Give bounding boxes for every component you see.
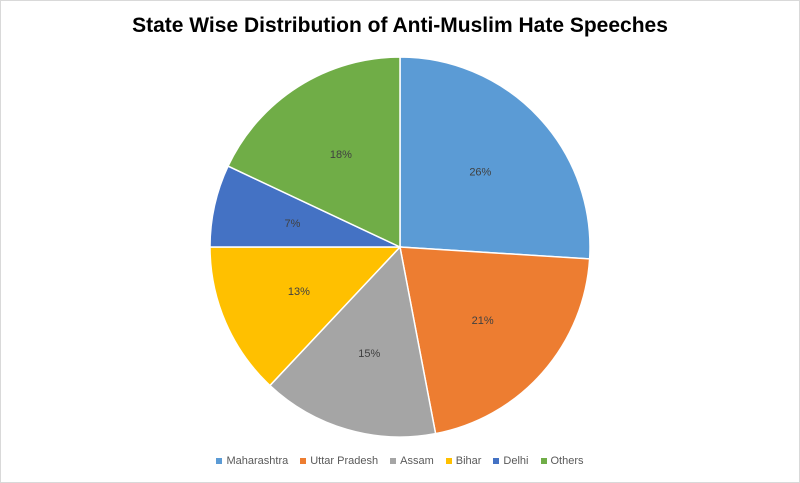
- legend-item: Others: [540, 455, 584, 467]
- data-label: 13%: [288, 286, 310, 298]
- legend-swatch: [540, 458, 547, 464]
- legend-label: Assam: [400, 455, 434, 467]
- legend-label: Maharashtra: [226, 455, 289, 467]
- data-label: 21%: [472, 315, 494, 327]
- data-label: 7%: [285, 218, 301, 230]
- legend-label: Delhi: [503, 455, 529, 467]
- legend-item: Delhi: [493, 455, 529, 467]
- legend: Maharashtra Uttar Pradesh Assam Bihar Delhi O…: [0, 455, 800, 467]
- legend-swatch: [216, 458, 223, 464]
- legend-item: Bihar: [445, 455, 482, 467]
- data-label: 26%: [469, 167, 491, 179]
- legend-label: Others: [550, 455, 584, 467]
- legend-item: Assam: [390, 455, 434, 467]
- pie-slice-others: [227, 56, 401, 249]
- legend-item: Uttar Pradesh: [300, 455, 378, 467]
- pie-slice-uttar-pradesh: [399, 246, 591, 435]
- legend-swatch: [445, 458, 452, 464]
- legend-label: Uttar Pradesh: [310, 455, 379, 467]
- pie-slice-maharashtra: [399, 56, 591, 260]
- legend-swatch: [493, 458, 500, 464]
- chart-title: State Wise Distribution of Anti-Muslim H…: [132, 14, 668, 37]
- legend-swatch: [300, 458, 307, 464]
- pie-slice-bihar: [209, 246, 402, 387]
- legend-label: Bihar: [455, 455, 482, 467]
- pie-slice-assam: [268, 245, 437, 438]
- legend-item: Maharashtra: [216, 455, 288, 467]
- data-label: 15%: [358, 348, 380, 360]
- legend-swatch: [390, 458, 397, 464]
- data-label: 18%: [330, 149, 352, 161]
